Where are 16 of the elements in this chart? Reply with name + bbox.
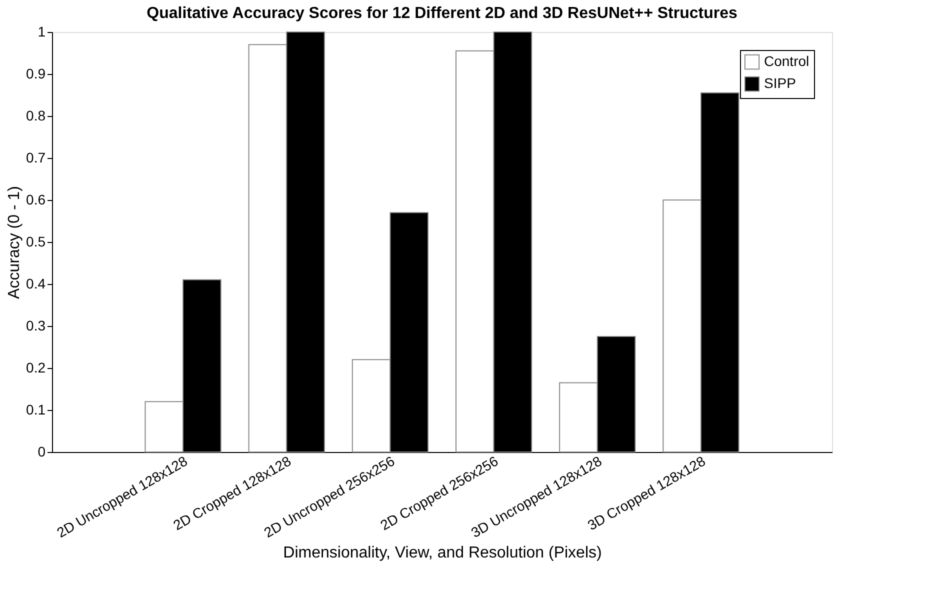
y-tick-label: 0.6 bbox=[26, 192, 46, 208]
legend-label: Control bbox=[764, 53, 810, 69]
y-tick-label: 0.8 bbox=[26, 108, 46, 124]
y-tick-label: 0.4 bbox=[26, 276, 46, 292]
y-tick-label: 0.5 bbox=[26, 234, 46, 250]
y-tick-label: 0.1 bbox=[26, 402, 46, 418]
y-tick-label: 0.2 bbox=[26, 360, 46, 376]
chart-title: Qualitative Accuracy Scores for 12 Different 2D and 3D ResUNet++ Structures bbox=[146, 5, 738, 22]
y-tick-label: 1 bbox=[38, 24, 46, 40]
y-tick-label: 0.7 bbox=[26, 150, 46, 166]
y-tick-label: 0.3 bbox=[26, 318, 46, 334]
y-tick-label: 0.9 bbox=[26, 66, 46, 82]
x-axis-title: Dimensionality, View, and Resolution (Pixels) bbox=[283, 544, 602, 562]
y-tick-label: 0 bbox=[38, 444, 46, 460]
legend-label: SIPP bbox=[764, 75, 796, 91]
y-axis-title: Accuracy (0 - 1) bbox=[6, 186, 24, 299]
